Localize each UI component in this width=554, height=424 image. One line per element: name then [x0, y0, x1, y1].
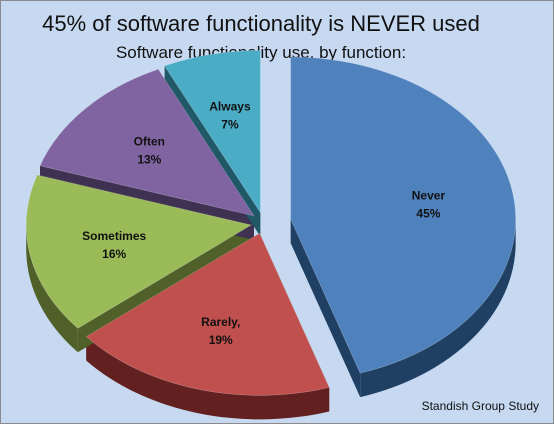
slice-value-often: 13%	[137, 152, 161, 166]
slice-rarely	[85, 232, 330, 396]
slice-side-never	[360, 219, 516, 398]
slice-sometimes	[25, 174, 253, 329]
slice-name-sometimes: Sometimes	[82, 229, 146, 243]
chart-title: 45% of software functionality is NEVER u…	[42, 11, 480, 36]
slice-side-rarely	[86, 336, 330, 420]
slice-name-rarely: Rarely,	[201, 315, 240, 329]
slice-name-often: Often	[134, 134, 165, 148]
slice-never	[290, 56, 517, 374]
slice-side-sometimes	[26, 225, 78, 353]
slice-value-rarely: 19%	[209, 333, 233, 347]
slice-value-always: 7%	[221, 117, 239, 131]
chart-subtitle: Software functionality use, by function:	[115, 43, 407, 62]
slice-wall-never	[290, 219, 361, 398]
source-note: Standish Group Study	[421, 399, 539, 413]
slice-value-sometimes: 16%	[102, 247, 126, 261]
slice-often	[39, 68, 256, 217]
slice-name-never: Never	[412, 188, 446, 202]
slice-always	[163, 49, 261, 215]
slice-value-never: 45%	[416, 206, 440, 220]
slice-name-always: Always	[209, 99, 251, 113]
